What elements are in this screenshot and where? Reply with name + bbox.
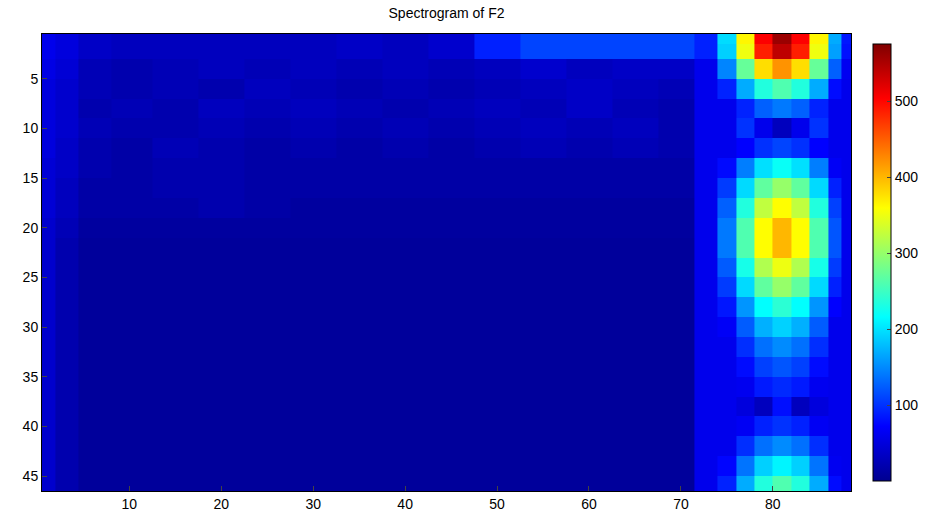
svg-text:10: 10 — [122, 496, 138, 512]
svg-text:30: 30 — [305, 496, 321, 512]
svg-text:400: 400 — [895, 169, 919, 185]
svg-text:200: 200 — [895, 321, 919, 337]
svg-text:10: 10 — [23, 120, 39, 136]
svg-text:500: 500 — [895, 93, 919, 109]
svg-text:35: 35 — [23, 369, 39, 385]
svg-text:80: 80 — [765, 496, 781, 512]
svg-text:20: 20 — [23, 220, 39, 236]
svg-text:300: 300 — [895, 245, 919, 261]
svg-text:40: 40 — [397, 496, 413, 512]
svg-text:15: 15 — [23, 170, 39, 186]
svg-text:Spectrogram of F2: Spectrogram of F2 — [389, 5, 505, 21]
svg-text:5: 5 — [30, 71, 38, 87]
svg-text:20: 20 — [213, 496, 229, 512]
svg-text:40: 40 — [23, 418, 39, 434]
svg-text:60: 60 — [581, 496, 597, 512]
svg-text:30: 30 — [23, 319, 39, 335]
svg-text:45: 45 — [23, 468, 39, 484]
svg-text:25: 25 — [23, 269, 39, 285]
svg-text:100: 100 — [895, 397, 919, 413]
svg-text:70: 70 — [673, 496, 689, 512]
svg-text:50: 50 — [489, 496, 505, 512]
